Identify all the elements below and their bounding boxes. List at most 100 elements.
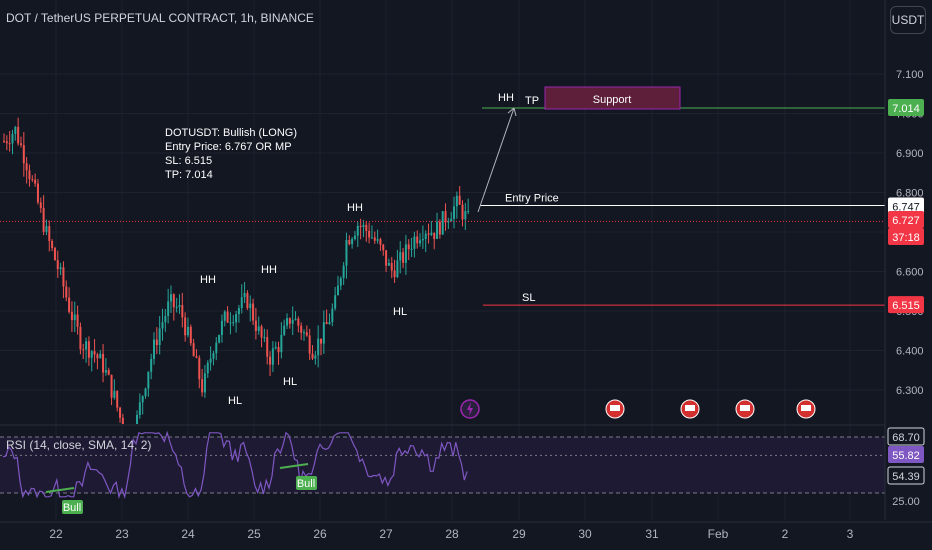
candle-body <box>235 314 238 323</box>
candle-body <box>410 248 413 250</box>
candle-body <box>218 334 221 343</box>
candle-body <box>25 163 28 171</box>
price-badge-label: 6.747 <box>892 202 920 214</box>
rsi-value-badge <box>887 427 925 446</box>
candle-body <box>288 318 291 324</box>
candle-body <box>147 371 150 389</box>
candle-body <box>351 239 354 245</box>
candle-body <box>300 325 303 333</box>
candle-body <box>334 295 337 309</box>
x-tick-label: 2 <box>782 527 789 541</box>
candle-body <box>220 320 223 335</box>
candle-body <box>42 208 45 232</box>
flag-icon <box>610 405 620 411</box>
bull-badge <box>296 476 317 490</box>
candle-body <box>232 322 235 324</box>
candle-body <box>311 353 314 359</box>
flag-icon <box>801 405 811 411</box>
projection-arrow-head <box>507 107 517 117</box>
candle-body <box>136 415 139 424</box>
candle-body <box>402 252 405 263</box>
candle-body <box>447 221 450 223</box>
candle-body <box>464 210 467 220</box>
candle-body <box>237 308 240 315</box>
candle-body <box>8 143 11 145</box>
candle-body <box>283 325 286 335</box>
candle-body <box>184 317 187 336</box>
candle-body <box>96 354 99 359</box>
note-line-1: DOTUSDT: Bullish (LONG) <box>165 127 298 139</box>
currency-button[interactable]: USDT <box>890 6 926 34</box>
candle-body <box>212 353 215 359</box>
level-label-entry-price: Entry Price <box>505 193 559 205</box>
candle-body <box>19 143 22 146</box>
candle-body <box>5 141 8 144</box>
candle-body <box>158 328 161 345</box>
candle-body <box>172 294 175 308</box>
swing-label: HH <box>347 202 363 214</box>
candle-body <box>365 224 368 231</box>
candle-body <box>345 240 348 266</box>
candle-body <box>198 357 201 380</box>
level-label-sl: SL <box>522 292 535 304</box>
candle-body <box>113 390 116 398</box>
price-badge <box>888 211 924 228</box>
y-tick-label: 7.100 <box>896 69 924 81</box>
candle-body <box>14 126 17 134</box>
support-zone <box>544 86 681 110</box>
candle-body <box>62 267 65 287</box>
candle-body <box>203 373 206 393</box>
candle-body <box>68 297 71 312</box>
candle-body <box>28 170 31 180</box>
candle-body <box>404 244 407 263</box>
candle-body <box>353 235 356 240</box>
candle-body <box>11 133 14 144</box>
candle-body <box>331 308 334 323</box>
rsi-value-label: 54.39 <box>892 471 920 483</box>
bull-divergence-line <box>279 463 309 469</box>
candle-body <box>263 337 266 339</box>
candle-body <box>453 206 456 219</box>
candle-body <box>34 179 37 184</box>
candle-body <box>161 322 164 329</box>
candle-body <box>90 351 93 358</box>
candle-body <box>399 252 402 261</box>
candle-body <box>82 349 85 351</box>
candle-body <box>314 355 317 359</box>
candle-body <box>31 179 34 181</box>
candle-body <box>215 342 218 354</box>
candle-body <box>286 318 289 326</box>
candle-body <box>382 244 385 251</box>
candle-body <box>461 204 464 220</box>
candle-body <box>70 311 73 321</box>
candle-body <box>189 326 192 344</box>
candle-body <box>119 407 122 418</box>
x-tick-label: 25 <box>247 527 261 541</box>
candle-body <box>393 270 396 277</box>
candle-body <box>53 248 56 261</box>
x-tick-label: 29 <box>512 527 526 541</box>
candle-body <box>376 239 379 241</box>
candle-body <box>433 232 436 239</box>
candle-body <box>438 221 441 235</box>
candle-body <box>385 250 388 266</box>
candle-body <box>144 388 147 397</box>
candle-body <box>209 358 212 363</box>
candle-body <box>181 305 184 318</box>
bull-badge <box>62 500 83 514</box>
rsi-indicator-label[interactable]: RSI (14, close, SMA, 14, 2) <box>6 438 152 452</box>
swing-label-hh-target: HH <box>498 92 514 104</box>
candle-body <box>195 356 198 358</box>
price-badge <box>888 98 924 116</box>
price-badge-label: 37:18 <box>892 232 920 244</box>
candle-body <box>138 402 141 416</box>
x-tick-label: 3 <box>847 527 854 541</box>
candle-body <box>252 303 255 321</box>
candle-body <box>107 370 110 375</box>
y-tick-label: 6.600 <box>896 267 924 279</box>
candle-body <box>430 232 433 235</box>
candle-body <box>280 334 283 353</box>
y-tick-label: 6.400 <box>896 346 924 358</box>
candle-body <box>155 339 158 345</box>
